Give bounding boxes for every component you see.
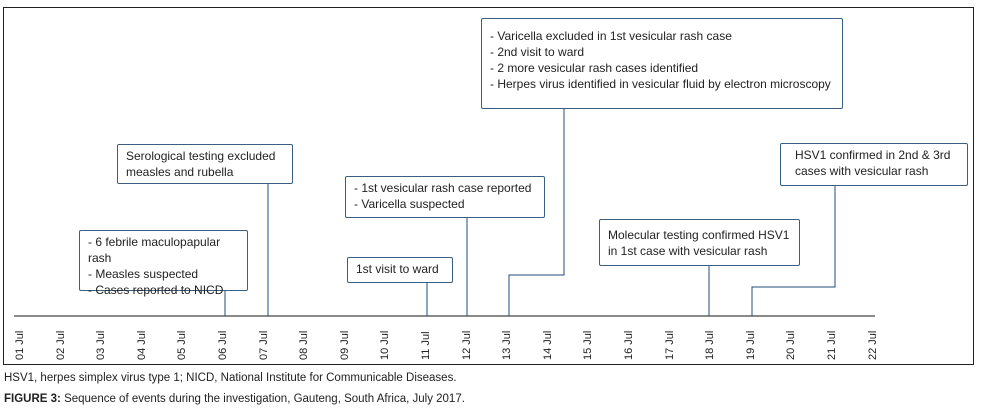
- event-line: Serological testing excluded: [126, 149, 276, 163]
- event-box-19-jul: HSV1 confirmed in 2nd & 3rd cases with v…: [780, 143, 968, 186]
- axis-date-label: 15 Jul: [582, 330, 595, 360]
- axis-date-label: 12 Jul: [460, 330, 473, 360]
- axis-date-label: 20 Jul: [785, 330, 798, 360]
- axis-date-label: 09 Jul: [338, 330, 351, 360]
- event-box-13-jul: - Varicella excluded in 1st vesicular ra…: [481, 18, 843, 109]
- event-line: - Cases reported to NICD: [88, 283, 224, 297]
- axis-date-label: 21 Jul: [826, 330, 838, 360]
- event-line: measles and rubella: [126, 165, 234, 179]
- event-line: - 2 more vesicular rash cases identified: [490, 61, 699, 75]
- axis-date-label: 10 Jul: [379, 330, 392, 360]
- axis-date-label: 22 Jul: [866, 330, 879, 360]
- figure-label: FIGURE 3:: [4, 393, 61, 405]
- event-line: cases with vesicular rash: [795, 164, 929, 178]
- event-line: - 2nd visit to ward: [490, 45, 585, 59]
- event-line: Molecular testing confirmed HSV1: [608, 228, 790, 242]
- axis-date-label: 02 Jul: [54, 330, 67, 360]
- axis-date-label: 04 Jul: [135, 330, 148, 360]
- event-line: - Herpes virus identified in vesicular f…: [490, 77, 831, 91]
- abbreviations-note: HSV1, herpes simplex virus type 1; NICD,…: [4, 372, 457, 384]
- figure-caption: FIGURE 3: Sequence of events during the …: [4, 393, 465, 405]
- event-box-07-jul: Serological testing excluded measles and…: [117, 144, 293, 184]
- event-line: 1st visit to ward: [356, 262, 439, 276]
- event-box-06-jul: - 6 febrile maculopapular rash - Measles…: [79, 230, 248, 297]
- connector-13-jul: [508, 108, 565, 316]
- axis-date-label: 19 Jul: [744, 330, 757, 360]
- axis-date-label: 01 Jul: [14, 330, 26, 360]
- figure-caption-text: Sequence of events during the investigat…: [60, 393, 465, 405]
- axis-date-label: 07 Jul: [257, 330, 270, 360]
- axis-date-label: 11 Jul: [420, 331, 432, 360]
- event-box-12-jul: - 1st vesicular rash case reported - Var…: [345, 176, 545, 218]
- axis-date-label: 17 Jul: [663, 330, 676, 360]
- event-line: HSV1 confirmed in 2nd & 3rd: [795, 148, 951, 162]
- axis-date-label: 16 Jul: [623, 330, 635, 360]
- event-line: - Varicella excluded in 1st vesicular ra…: [490, 29, 732, 43]
- connector-19-jul: [751, 185, 836, 316]
- event-line: in 1st case with vesicular rash: [608, 244, 768, 258]
- event-line: - Measles suspected: [88, 267, 199, 281]
- event-line: - Varicella suspected: [354, 197, 465, 211]
- event-line: - 6 febrile maculopapular rash: [88, 235, 221, 265]
- axis-date-label: 08 Jul: [298, 330, 311, 360]
- event-line: - 1st vesicular rash case reported: [354, 181, 532, 195]
- axis-date-label: 14 Jul: [541, 330, 554, 360]
- figure-frame: [3, 7, 974, 365]
- axis-date-label: 13 Jul: [501, 330, 514, 360]
- axis-date-label: 06 Jul: [217, 330, 229, 360]
- axis-date-label: 05 Jul: [176, 330, 189, 360]
- event-box-18-jul: Molecular testing confirmed HSV1 in 1st …: [599, 219, 800, 266]
- axis-date-label: 03 Jul: [95, 330, 108, 360]
- axis-date-label: 18 Jul: [704, 330, 717, 360]
- event-box-11-jul: 1st visit to ward: [347, 257, 453, 283]
